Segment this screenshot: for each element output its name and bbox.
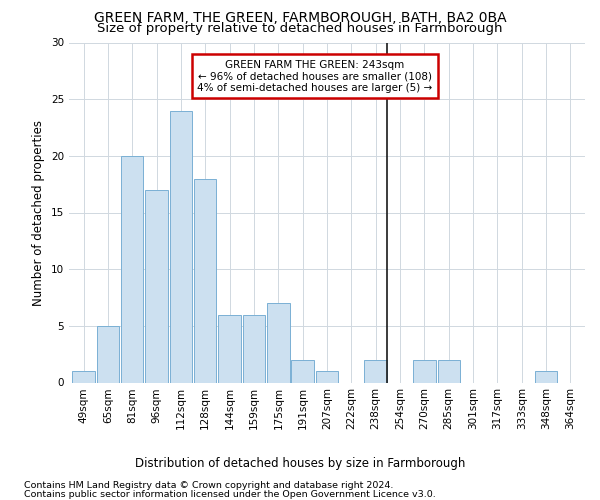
Bar xyxy=(535,371,557,382)
Text: Distribution of detached houses by size in Farmborough: Distribution of detached houses by size … xyxy=(135,458,465,470)
Bar xyxy=(243,314,265,382)
Text: GREEN FARM THE GREEN: 243sqm
← 96% of detached houses are smaller (108)
4% of se: GREEN FARM THE GREEN: 243sqm ← 96% of de… xyxy=(197,60,433,92)
Bar xyxy=(364,360,387,382)
Bar xyxy=(218,314,241,382)
Y-axis label: Number of detached properties: Number of detached properties xyxy=(32,120,46,306)
Bar xyxy=(413,360,436,382)
Bar xyxy=(292,360,314,382)
Text: Size of property relative to detached houses in Farmborough: Size of property relative to detached ho… xyxy=(97,22,503,35)
Bar xyxy=(316,371,338,382)
Bar xyxy=(170,110,192,382)
Bar xyxy=(437,360,460,382)
Bar xyxy=(121,156,143,382)
Text: Contains HM Land Registry data © Crown copyright and database right 2024.: Contains HM Land Registry data © Crown c… xyxy=(24,481,394,490)
Text: Contains public sector information licensed under the Open Government Licence v3: Contains public sector information licen… xyxy=(24,490,436,499)
Bar xyxy=(194,178,217,382)
Text: GREEN FARM, THE GREEN, FARMBOROUGH, BATH, BA2 0BA: GREEN FARM, THE GREEN, FARMBOROUGH, BATH… xyxy=(94,11,506,25)
Bar xyxy=(145,190,168,382)
Bar xyxy=(97,326,119,382)
Bar xyxy=(267,303,290,382)
Bar xyxy=(73,371,95,382)
